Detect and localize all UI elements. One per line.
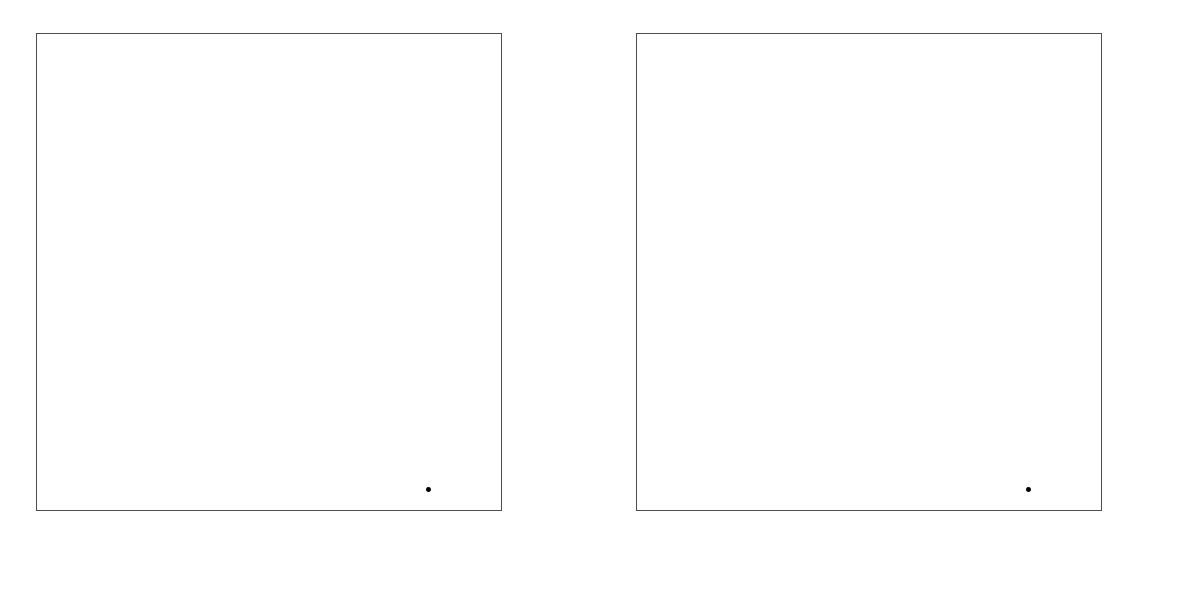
bias-colorbar bbox=[1128, 33, 1141, 507]
aqs-dot-icon bbox=[1026, 487, 1031, 492]
model-colorbar-strip bbox=[528, 33, 541, 507]
aqs-dot-icon bbox=[426, 487, 431, 492]
model-ozone-raster bbox=[37, 34, 501, 510]
model-map-overlay bbox=[37, 34, 501, 510]
panel-model bbox=[36, 33, 541, 511]
bias-map-plot-area[interactable] bbox=[636, 33, 1102, 511]
bias-map-overlay bbox=[637, 34, 1101, 510]
panel-bias bbox=[600, 0, 1200, 600]
model-colorbar bbox=[528, 33, 541, 507]
model-aqs-legend bbox=[426, 487, 436, 492]
bias-aqs-legend bbox=[1026, 487, 1036, 492]
bias-colorbar-strip bbox=[1128, 33, 1141, 507]
model-map-plot-area[interactable] bbox=[36, 33, 502, 511]
